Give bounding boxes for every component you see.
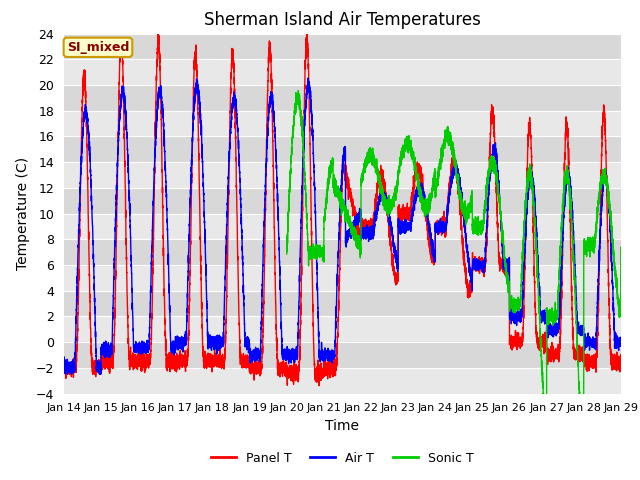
Air T [250,357,257,362]
Bar [64,291,621,316]
Bar [64,240,621,265]
Air T [617,339,625,345]
Bar [64,162,621,188]
Bar [64,34,621,60]
Sonic T [617,244,625,250]
Bar [64,342,621,368]
Bar [64,136,621,162]
Sonic T [467,199,475,205]
Title: Sherman Island Air Temperatures: Sherman Island Air Temperatures [204,11,481,29]
Bar [64,188,621,214]
Bar [64,60,621,85]
Sonic T [324,179,332,185]
Panel T [617,360,625,366]
Panel T [315,383,323,389]
Sonic T [483,184,490,190]
Panel T [483,240,491,246]
Air T [97,372,104,377]
X-axis label: Time: Time [325,419,360,433]
Panel T [250,366,257,372]
Bar [64,368,621,394]
Y-axis label: Temperature (C): Temperature (C) [17,157,30,270]
Line: Air T: Air T [64,78,621,374]
Bar [64,214,621,240]
Bar [64,316,621,342]
Line: Sonic T: Sonic T [287,91,621,455]
Air T [594,301,602,307]
Panel T [60,364,68,370]
Text: SI_mixed: SI_mixed [67,41,129,54]
Air T [324,356,332,361]
Air T [483,224,491,230]
Bar [64,85,621,111]
Sonic T [593,204,601,210]
Air T [587,337,595,343]
Sonic T [587,244,595,250]
Panel T [324,376,332,382]
Panel T [594,329,602,335]
Bar [64,111,621,136]
Bar [64,265,621,291]
Legend: Panel T, Air T, Sonic T: Panel T, Air T, Sonic T [206,447,479,469]
Panel T [303,29,310,35]
Air T [304,75,312,81]
Air T [467,276,475,282]
Line: Panel T: Panel T [64,32,621,386]
Panel T [467,280,475,286]
Air T [60,370,68,376]
Panel T [587,364,595,370]
